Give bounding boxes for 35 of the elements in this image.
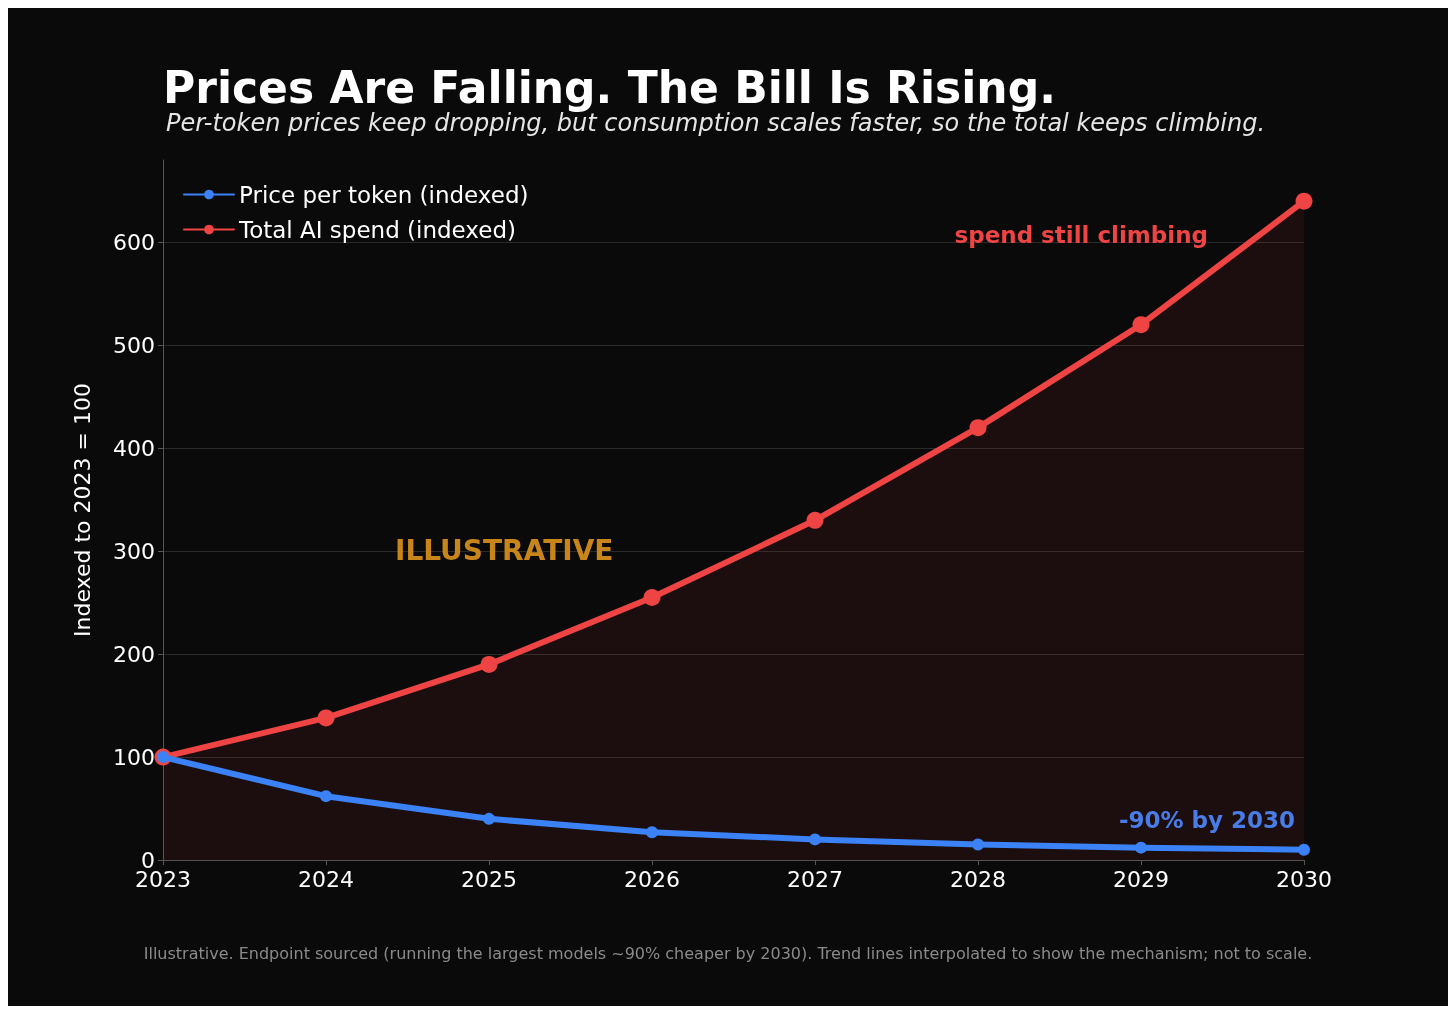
chart-title: Prices Are Falling. The Bill Is Rising. [163,61,1056,113]
point [483,812,495,825]
y-tick-label: 400 [113,435,155,461]
legend-label: Price per token (indexed) [239,181,529,208]
text: Illustrative. Endpoint sourced (running the largest models ~90% cheaper by 2030). Trend lines interpolated to show the mechanism; not to scale. [143,943,1313,963]
point [806,511,824,529]
annotation: spend still climbing [954,221,1208,248]
annotation: -90% by 2030 [1118,806,1295,833]
point [480,655,498,673]
point [320,790,332,803]
y-tick-label: 100 [113,744,155,770]
annotation: ILLUSTRATIVE [395,533,614,567]
point [1132,316,1150,334]
x-tick-label: 2030 [1276,866,1332,892]
x-tick-label: 2025 [461,866,517,892]
y-tick-label: 300 [113,538,155,564]
legend-label: Total AI spend (indexed) [238,216,516,243]
point [969,419,987,437]
point [646,826,658,839]
x-tick-label: 2026 [624,866,680,892]
y-tick-label: 500 [113,332,155,358]
point [809,833,821,846]
point [1135,841,1147,854]
x-tick-label: 2028 [950,866,1006,892]
point [643,589,661,606]
point [972,838,984,851]
point [317,709,335,727]
x-tick-label: 2027 [787,866,843,892]
point [1295,192,1313,210]
y-tick-label: 600 [113,229,155,255]
y-axis-title: Indexed to 2023 = 100 [69,383,95,637]
x-tick-label: 2029 [1113,866,1169,892]
point [1298,843,1310,856]
y-tick-label: 200 [113,641,155,667]
x-tick-label: 2024 [298,866,354,892]
